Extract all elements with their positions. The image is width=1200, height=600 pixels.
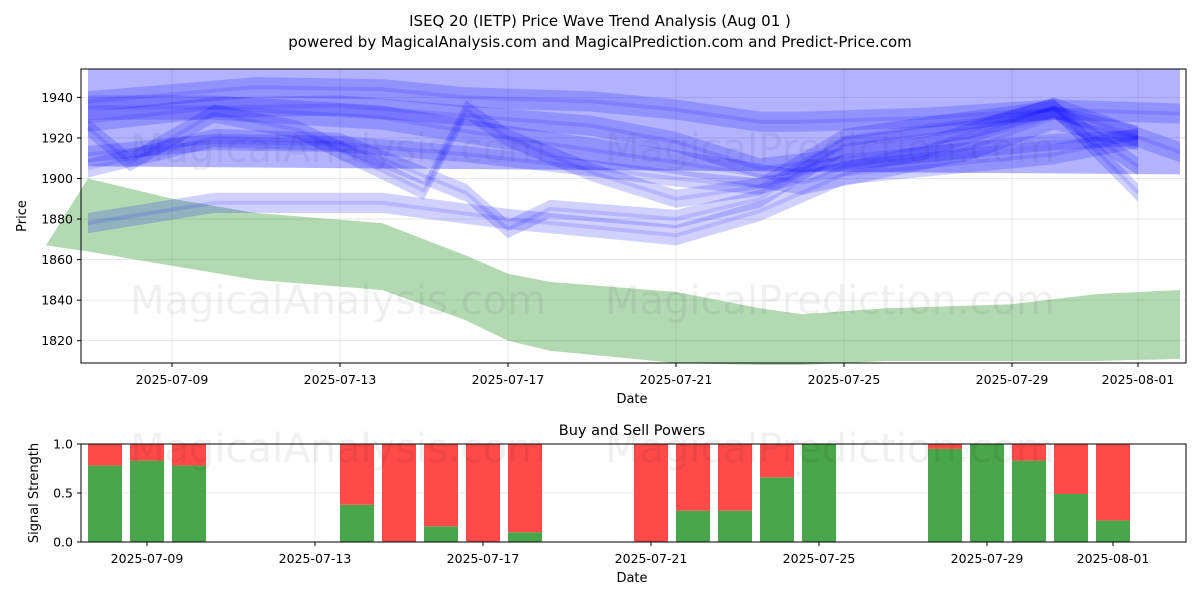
chart-title: ISEQ 20 (IETP) Price Wave Trend Analysis… [409,12,791,30]
sell-bar [676,444,710,511]
price-x-tick-label: 2025-07-17 [472,372,545,387]
signal-x-tick-label: 2025-07-29 [951,551,1024,566]
signal-x-tick-label: 2025-07-17 [447,551,520,566]
watermark-prediction-mid: MagicalPrediction.com [605,278,1055,324]
blue-wave-layer [86,77,1181,246]
buy-bar [1054,493,1088,542]
price-x-tick-label: 2025-07-21 [640,372,713,387]
buy-bar [718,510,752,542]
buy-bar [1012,460,1046,542]
signal-x-tick-label: 2025-07-25 [783,551,856,566]
price-x-tick-label: 2025-08-01 [1102,372,1175,387]
green-forecast-band [46,178,1180,365]
signal-y-tick-label: 0.0 [53,535,73,550]
sell-bar [88,444,122,466]
watermark-prediction-top: MagicalPrediction.com [605,126,1055,172]
watermark-prediction-bottom: MagicalPrediction.com [605,426,1055,472]
signal-chart-title: Buy and Sell Powers [559,423,705,439]
price-y-tick-label: 1820 [41,333,73,348]
sell-bar [340,444,374,505]
signal-bars [88,444,1130,542]
sell-bar [466,444,500,542]
price-x-tick-label: 2025-07-25 [808,372,881,387]
price-grid [81,69,1186,363]
blue-wave-line [87,103,1181,171]
signal-x-tick-label: 2025-07-09 [111,551,184,566]
signal-y-ticks: 0.0 0.5 1.0 [53,437,81,550]
blue-wave-band [88,95,1138,195]
price-x-ticks: 2025-07-09 2025-07-13 2025-07-17 2025-07-21… [136,363,1175,387]
sell-bar [1012,444,1046,461]
signal-x-ticks: 2025-07-09 2025-07-13 2025-07-17 2025-07-21… [111,542,1150,566]
buy-bar [928,448,962,542]
sell-bar [1054,444,1088,494]
green-band-layer [46,178,1180,365]
buy-bar [802,444,836,542]
price-x-tick-label: 2025-07-13 [304,372,377,387]
sell-bar [172,444,206,466]
blue-wave-band [88,98,1138,239]
buy-bar [424,526,458,542]
sell-bar [718,444,752,511]
signal-y-axis-label: Signal Strength [27,443,42,543]
sell-bar [634,444,668,542]
sell-bar [424,444,458,527]
blue-wave-line [87,85,1181,124]
blue-wave-line [88,105,1139,185]
buy-bar [676,510,710,542]
price-x-tick-label: 2025-07-29 [976,372,1049,387]
sell-bar [928,444,962,449]
watermark-analysis-mid: MagicalAnalysis.com [130,278,546,324]
blue-wave-band [88,95,1180,179]
signal-x-tick-label: 2025-08-01 [1077,551,1150,566]
price-x-tick-label: 2025-07-09 [136,372,209,387]
price-plot-frame [80,68,1187,364]
price-y-axis-label: Price [15,200,30,232]
price-y-tick-label: 1940 [41,90,73,105]
buy-bar [760,477,794,542]
blue-envelope-layer [88,69,1180,175]
blue-wave-band [88,127,1138,246]
signal-x-axis-label: Date [616,571,647,586]
sell-bar [760,444,794,478]
price-x-axis-label: Date [616,392,647,407]
signal-panel: Buy and Sell Powers MagicalAnalysis.com … [27,423,1187,586]
price-y-tick-label: 1920 [41,130,73,145]
watermark-analysis-bottom: MagicalAnalysis.com [130,426,546,472]
chart-subtitle: powered by MagicalAnalysis.com and Magic… [288,33,912,51]
sell-bar [508,444,542,533]
blue-wave-line [86,107,1140,201]
blue-wave-band [88,77,1180,132]
buy-bar [172,465,206,542]
signal-x-tick-label: 2025-07-21 [615,551,688,566]
buy-bar [130,460,164,542]
price-y-ticks: 1820 1840 1860 1880 1900 1920 1940 [41,90,81,348]
price-y-tick-label: 1880 [41,212,73,227]
buy-bar [508,532,542,542]
signal-x-tick-label: 2025-07-13 [279,551,352,566]
blue-wave-line [87,135,1139,189]
blue-wave-line [87,135,1139,238]
buy-bar [970,444,1004,542]
blue-wave-band [88,100,1138,208]
price-y-tick-label: 1840 [41,293,73,308]
buy-bar [88,465,122,542]
signal-y-tick-label: 0.5 [53,486,73,501]
blue-wave-band [88,129,1138,195]
sell-bar [382,444,416,542]
watermark-analysis-top: MagicalAnalysis.com [130,126,546,172]
price-y-tick-label: 1900 [41,171,73,186]
blue-wave-line [87,105,1140,232]
signal-y-tick-label: 1.0 [53,437,73,452]
price-panel: MagicalAnalysis.com MagicalPrediction.co… [15,68,1187,407]
blue-envelope-band [88,69,1180,175]
sell-bar [1096,444,1130,521]
buy-bar [1096,520,1130,542]
sell-bar [130,444,164,461]
price-y-tick-label: 1860 [41,252,73,267]
buy-bar [340,504,374,542]
